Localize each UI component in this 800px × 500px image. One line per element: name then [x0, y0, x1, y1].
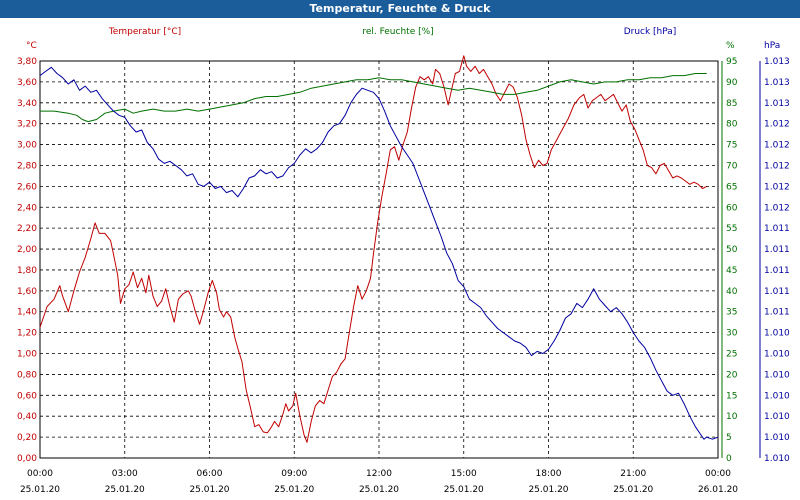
middle-tick-label: 90 [726, 78, 738, 88]
middle-tick-label: 35 [726, 308, 737, 318]
middle-tick-label: 50 [726, 245, 738, 255]
right-tick-label: 1.012 [764, 120, 790, 130]
middle-tick-label: 75 [726, 141, 737, 151]
left-tick-label: 0,00 [17, 454, 37, 464]
x-tick-label: 00:00 [705, 469, 731, 479]
right-tick-label: 1.011 [764, 224, 790, 234]
middle-tick-label: 70 [726, 161, 738, 171]
middle-tick-label: 80 [726, 120, 738, 130]
x-date-label: 25.01.20 [105, 485, 145, 495]
middle-tick-label: 0 [726, 454, 732, 464]
series-group [39, 55, 719, 443]
left-tick-label: 2,00 [17, 245, 37, 255]
right-tick-label: 1.010 [764, 412, 790, 422]
left-tick-label: 0,60 [17, 391, 37, 401]
x-tick-label: 03:00 [112, 469, 138, 479]
middle-tick-label: 10 [726, 412, 738, 422]
middle-tick-label: 15 [726, 391, 737, 401]
x-date-label: 25.01.20 [189, 485, 229, 495]
right-tick-label: 1.010 [764, 454, 790, 464]
right-tick-label: 1.011 [764, 308, 790, 318]
middle-axis-label: rel. Feuchte [%] [362, 27, 433, 37]
left-axis-unit: °C [26, 41, 37, 51]
left-tick-label: 0,80 [17, 370, 37, 380]
right-tick-label: 1.010 [764, 370, 790, 380]
x-tick-label: 12:00 [366, 469, 392, 479]
left-tick-label: 1,40 [17, 308, 37, 318]
middle-tick-label: 20 [726, 370, 738, 380]
left-tick-label: 0,40 [17, 412, 37, 422]
left-tick-label: 1,80 [17, 266, 37, 276]
left-tick-label: 2,40 [17, 203, 37, 213]
middle-tick-label: 45 [726, 266, 737, 276]
right-axis-label: Druck [hPa] [624, 27, 677, 37]
right-tick-label: 1.013 [764, 57, 790, 67]
middle-tick-label: 85 [726, 99, 737, 109]
left-tick-label: 3,00 [17, 141, 37, 151]
middle-tick-label: 60 [726, 203, 738, 213]
series-line-right [39, 66, 719, 440]
left-tick-label: 1,20 [17, 329, 37, 339]
x-date-label: 25.01.20 [359, 485, 399, 495]
axes: 0,00 0,20 0,40 0,60 0,80 1,00 1,20 1,40 1,60 1,80… [17, 27, 790, 495]
x-tick-label: 06:00 [197, 469, 223, 479]
x-date-label: 25.01.20 [528, 485, 568, 495]
x-tick-label: 00:00 [27, 469, 53, 479]
middle-tick-label: 25 [726, 350, 737, 360]
right-axis-unit: hPa [764, 41, 780, 51]
x-tick-label: 09:00 [281, 469, 307, 479]
right-tick-label: 1.010 [764, 433, 790, 443]
right-tick-label: 1.010 [764, 391, 790, 401]
right-tick-label: 1.010 [764, 350, 790, 360]
right-tick-label: 1.012 [764, 141, 790, 151]
x-tick-label: 21:00 [620, 469, 646, 479]
x-date-label: 26.01.20 [698, 485, 738, 495]
x-tick-label: 18:00 [536, 469, 562, 479]
right-tick-label: 1.011 [764, 266, 790, 276]
left-tick-label: 3,20 [17, 120, 37, 130]
middle-tick-label: 55 [726, 224, 737, 234]
left-tick-label: 3,60 [17, 78, 37, 88]
left-axis-label: Temperatur [°C] [108, 27, 181, 37]
middle-axis-unit: % [726, 41, 735, 51]
series-line-left [39, 55, 707, 443]
right-tick-label: 1.013 [764, 99, 790, 109]
x-tick-label: 15:00 [451, 469, 477, 479]
middle-tick-label: 40 [726, 287, 738, 297]
middle-tick-label: 95 [726, 57, 737, 67]
grid [39, 60, 719, 459]
right-tick-label: 1.011 [764, 287, 790, 297]
middle-tick-label: 65 [726, 182, 737, 192]
left-tick-label: 2,60 [17, 182, 37, 192]
x-date-label: 25.01.20 [613, 485, 653, 495]
x-date-label: 25.01.20 [444, 485, 484, 495]
left-tick-label: 2,20 [17, 224, 37, 234]
right-tick-label: 1.011 [764, 245, 790, 255]
series-line-middle [40, 73, 707, 123]
right-tick-label: 1.010 [764, 329, 790, 339]
x-date-label: 25.01.20 [20, 485, 60, 495]
left-tick-label: 1,00 [17, 350, 37, 360]
left-tick-label: 3,40 [17, 99, 37, 109]
right-tick-label: 1.012 [764, 182, 790, 192]
left-tick-label: 2,80 [17, 161, 37, 171]
left-tick-label: 0,20 [17, 433, 37, 443]
right-tick-label: 1.012 [764, 203, 790, 213]
left-tick-label: 3,80 [17, 57, 37, 67]
x-date-label: 25.01.20 [274, 485, 314, 495]
left-tick-label: 1,60 [17, 287, 37, 297]
right-tick-label: 1.012 [764, 161, 790, 171]
middle-tick-label: 30 [726, 329, 738, 339]
right-tick-label: 1.013 [764, 78, 790, 88]
middle-tick-label: 5 [726, 433, 732, 443]
weather-chart: 0,00 0,20 0,40 0,60 0,80 1,00 1,20 1,40 1,60 1,80… [17, 27, 790, 495]
chart-title: Temperatur, Feuchte & Druck [0, 0, 800, 18]
